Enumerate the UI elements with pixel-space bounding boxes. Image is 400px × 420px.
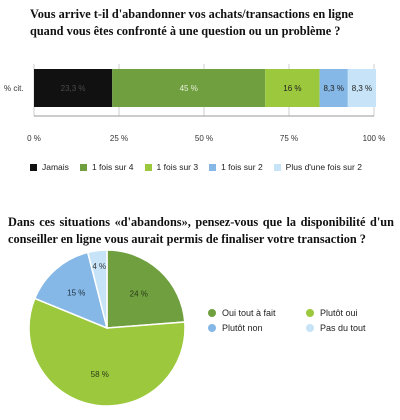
bar-segment (319, 69, 348, 107)
legend-dot (306, 324, 314, 332)
legend-item-plutot-oui: Plutôt oui (306, 308, 396, 318)
legend-swatch (144, 163, 152, 171)
legend-item-1-sur-4: 1 fois sur 4 (79, 162, 134, 172)
bar-segment (112, 69, 266, 107)
legend-item-jamais: Jamais (30, 162, 69, 172)
legend-dot (208, 324, 216, 332)
x-tick-label: 25 % (110, 134, 128, 143)
legend-item-oui-tout-a-fait: Oui tout à fait (208, 308, 306, 318)
bar-segment (347, 69, 377, 107)
bar-row-label: % cit. (4, 84, 24, 93)
x-tick-label: 75 % (280, 134, 298, 143)
bar-chart-title: Vous arrive t-il d'abandonner vos achats… (30, 7, 354, 38)
x-tick-label: 50 % (195, 134, 213, 143)
legend-label: 1 fois sur 2 (221, 162, 263, 172)
legend-item-pas-du-tout: Pas du tout (306, 323, 396, 333)
x-tick-label: 100 % (363, 134, 386, 143)
legend-item-1-sur-2: 1 fois sur 2 (209, 162, 263, 172)
pie-slice (86, 249, 108, 329)
pie-slice (106, 249, 186, 329)
legend-swatch (30, 163, 37, 171)
bar-segment (34, 69, 113, 107)
legend-label: Plutôt non (222, 323, 263, 333)
bar-segment (265, 69, 320, 107)
legend-label: Plutôt oui (320, 308, 358, 318)
bar-data-label: 16 % (283, 84, 301, 93)
legend-label: Oui tout à fait (222, 308, 276, 318)
pie-data-label: 15 % (67, 289, 85, 298)
bar-chart-legend: Jamais 1 fois sur 4 1 fois sur 3 1 fois … (30, 162, 400, 172)
pie-data-label: 58 % (91, 370, 109, 379)
bar-data-label: 8,3 % (352, 84, 372, 93)
pie-chart-title: Dans ces situations «d'abandons», pensez… (8, 215, 394, 246)
legend-label: 1 fois sur 4 (91, 162, 134, 172)
pie-slice (28, 297, 186, 407)
x-tick-label: 0 % (27, 134, 41, 143)
bar-data-label: 45 % (180, 84, 198, 93)
legend-item-plus-1-sur-2: Plus d'une fois sur 2 (273, 162, 362, 172)
legend-item-plutot-non: Plutôt non (208, 323, 306, 333)
legend-swatch (273, 163, 281, 171)
bar-data-label: 23,3 % (61, 84, 86, 93)
legend-label: Plus d'une fois sur 2 (285, 162, 362, 172)
legend-label: Jamais (42, 162, 69, 172)
bar-data-label: 8,3 % (323, 84, 343, 93)
legend-label: Pas du tout (320, 323, 366, 333)
legend-swatch (209, 163, 217, 171)
legend-swatch (79, 163, 87, 171)
pie-chart-legend: Oui tout à fait Plutôt oui Plutôt non Pa… (208, 308, 398, 333)
pie-data-label: 4 % (92, 262, 106, 271)
legend-dot (306, 309, 314, 317)
legend-dot (208, 309, 216, 317)
legend-label: 1 fois sur 3 (156, 162, 199, 172)
legend-item-1-sur-3: 1 fois sur 3 (144, 162, 199, 172)
pie-slice (33, 251, 109, 330)
pie-data-label: 24 % (130, 290, 148, 299)
